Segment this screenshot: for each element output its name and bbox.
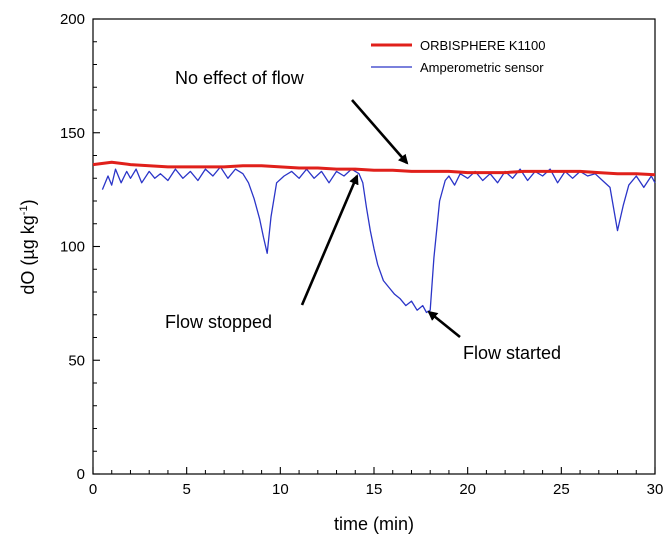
y-tick-label: 150 [60,125,85,142]
annotation-label: Flow stopped [165,312,272,332]
y-tick-label: 100 [60,239,85,256]
y-tick-label: 50 [68,352,85,369]
annotation-label: Flow started [463,343,561,363]
x-tick-label: 5 [182,481,190,498]
annotation-arrow [351,99,409,165]
x-tick-label: 10 [272,481,289,498]
y-axis-title-close: ) [18,199,38,205]
series-line-amperometric [101,166,656,314]
y-axis-title-main: dO (µg kg [18,215,38,294]
axis-ticks [92,18,656,475]
annotation-label: No effect of flow [175,68,305,88]
annotations: No effect of flow Flow stopped Flow starte… [165,68,561,363]
x-tick-label: 0 [89,481,97,498]
x-tick-label: 20 [459,481,476,498]
y-axis-title: dO (µg kg-1) [18,199,38,294]
x-tick-label: 30 [647,481,663,498]
annotation-arrow [427,310,461,339]
axis-tick-labels: 0 5 10 15 20 25 30 0 50 100 150 200 [60,11,663,498]
x-tick-label: 25 [553,481,570,498]
legend-label-amperometric: Amperometric sensor [420,60,544,75]
y-tick-label: 200 [60,11,85,28]
series-line-orbisphere [92,160,656,177]
y-axis-title-exponent: -1 [18,205,30,215]
annotation-arrow [300,174,359,306]
y-tick-label: 0 [77,466,85,483]
legend-label-orbisphere: ORBISPHERE K1100 [420,38,545,53]
legend: ORBISPHERE K1100 Amperometric sensor [371,38,545,75]
series-layer [92,160,656,314]
x-axis-title: time (min) [334,514,414,534]
x-tick-label: 15 [366,481,383,498]
